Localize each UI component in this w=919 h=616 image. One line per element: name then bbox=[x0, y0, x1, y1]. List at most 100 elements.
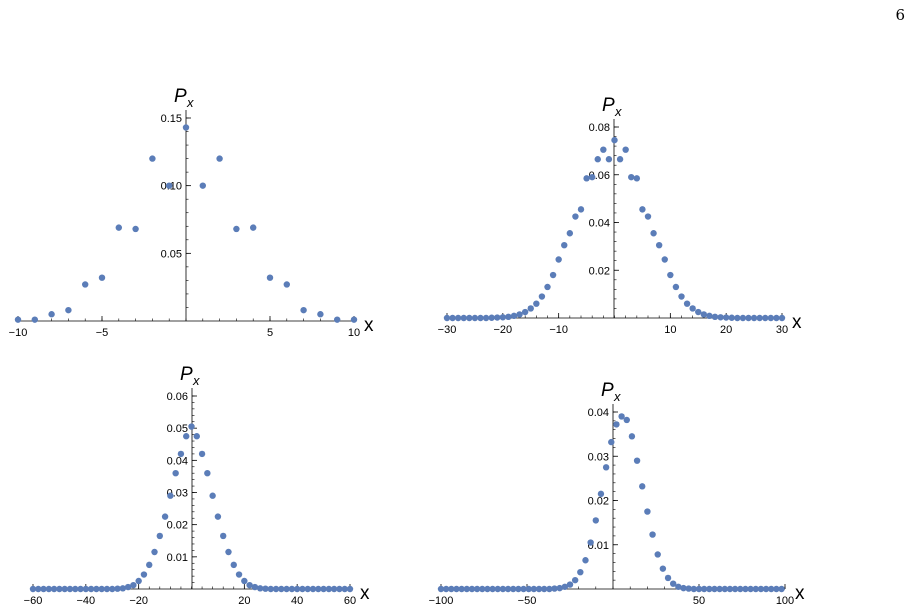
data-point bbox=[93, 585, 100, 593]
y-tick-label: 0.01 bbox=[167, 552, 188, 564]
data-point bbox=[654, 551, 661, 558]
data-point bbox=[45, 585, 53, 593]
data-point bbox=[442, 585, 450, 593]
data-point bbox=[695, 585, 703, 593]
data-point bbox=[556, 584, 563, 592]
data-point bbox=[334, 316, 341, 323]
data-point bbox=[454, 314, 462, 322]
data-point bbox=[605, 156, 613, 163]
data-point bbox=[644, 213, 652, 220]
x-tick-label: 30 bbox=[776, 324, 788, 336]
data-point bbox=[711, 585, 718, 593]
data-point bbox=[216, 155, 223, 162]
data-point bbox=[577, 568, 584, 576]
x-tick-label: −20 bbox=[493, 324, 512, 336]
data-point bbox=[582, 557, 589, 564]
data-point bbox=[768, 585, 775, 593]
data-point bbox=[690, 585, 698, 593]
y-tick-label: 0.02 bbox=[167, 520, 188, 532]
data-point bbox=[437, 585, 445, 593]
data-point bbox=[597, 490, 605, 498]
data-point bbox=[458, 585, 465, 593]
data-point bbox=[77, 585, 84, 593]
x-tick-label: 60 bbox=[344, 595, 356, 607]
y-tick-label: 0.15 bbox=[161, 113, 182, 125]
data-point bbox=[510, 312, 518, 320]
data-point bbox=[525, 585, 532, 593]
data-point bbox=[48, 311, 55, 318]
data-point bbox=[140, 571, 148, 578]
data-point bbox=[471, 314, 479, 322]
data-point bbox=[251, 583, 259, 591]
data-point bbox=[167, 492, 174, 499]
data-point bbox=[546, 585, 553, 593]
data-point bbox=[499, 585, 507, 593]
data-point bbox=[477, 314, 484, 322]
data-point bbox=[521, 308, 529, 316]
data-point bbox=[551, 585, 558, 592]
x-tick-label: 5 bbox=[267, 327, 273, 339]
data-point bbox=[742, 585, 749, 593]
data-point bbox=[721, 585, 728, 593]
data-point bbox=[544, 283, 551, 291]
data-point bbox=[309, 585, 317, 593]
data-point bbox=[762, 314, 769, 322]
data-point bbox=[262, 585, 269, 592]
data-point bbox=[685, 585, 692, 592]
data-point bbox=[119, 585, 127, 592]
data-point bbox=[315, 585, 322, 593]
data-point bbox=[317, 311, 324, 318]
data-point bbox=[482, 314, 490, 322]
data-point bbox=[555, 256, 562, 263]
data-point bbox=[188, 423, 195, 430]
data-point bbox=[739, 314, 747, 322]
data-point bbox=[182, 124, 190, 131]
data-point bbox=[341, 585, 348, 593]
data-point bbox=[745, 314, 752, 322]
data-point bbox=[65, 306, 72, 314]
data-point bbox=[778, 585, 785, 593]
y-tick-label: 0.02 bbox=[588, 496, 609, 508]
data-point bbox=[443, 314, 451, 322]
y-tick-label: 0.03 bbox=[588, 451, 609, 463]
data-point bbox=[700, 585, 708, 593]
data-point bbox=[747, 585, 754, 593]
data-point bbox=[608, 438, 615, 446]
data-point bbox=[283, 585, 290, 593]
data-point bbox=[468, 585, 476, 593]
data-point bbox=[505, 313, 512, 321]
data-point bbox=[649, 531, 656, 538]
data-point bbox=[214, 513, 222, 520]
data-point bbox=[588, 173, 596, 181]
x-tick-label: −60 bbox=[24, 595, 43, 607]
data-point bbox=[734, 314, 741, 322]
x-tick-label: 10 bbox=[348, 327, 360, 339]
data-point bbox=[571, 576, 579, 584]
data-point bbox=[731, 585, 739, 593]
data-point bbox=[527, 305, 534, 312]
data-point bbox=[336, 585, 343, 593]
data-point bbox=[587, 539, 594, 546]
data-point bbox=[633, 457, 641, 464]
data-point bbox=[680, 584, 687, 592]
data-point bbox=[466, 314, 473, 322]
data-point bbox=[762, 585, 770, 593]
y-tick-label: 0.04 bbox=[167, 455, 188, 467]
data-point bbox=[233, 225, 240, 233]
data-point bbox=[267, 585, 274, 593]
data-point bbox=[618, 413, 625, 420]
data-point bbox=[146, 561, 153, 569]
x-axis-label: x bbox=[795, 583, 805, 604]
y-axis-label-subscript: x bbox=[614, 104, 622, 119]
data-point bbox=[706, 585, 713, 593]
y-tick-label: 0.02 bbox=[589, 265, 610, 277]
x-tick-label: −5 bbox=[96, 327, 109, 339]
data-point bbox=[166, 182, 173, 189]
data-point bbox=[256, 585, 264, 592]
data-point bbox=[633, 175, 641, 182]
x-tick-label: −30 bbox=[438, 324, 457, 336]
data-point bbox=[767, 314, 775, 322]
y-axis-label-subscript: x bbox=[613, 389, 621, 404]
x-tick-label: −40 bbox=[76, 595, 95, 607]
